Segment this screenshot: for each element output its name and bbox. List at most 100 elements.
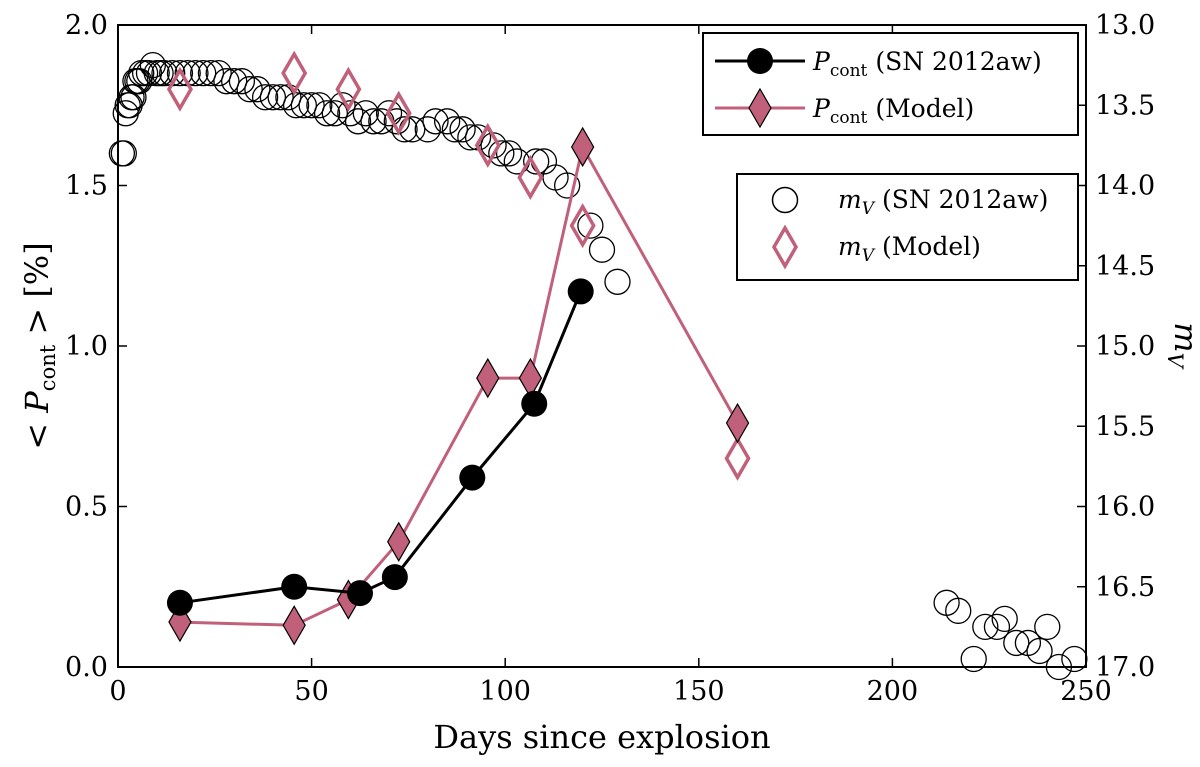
data-point: [495, 140, 523, 167]
y-right-tick-label: 16.0: [1095, 492, 1155, 523]
data-point: [205, 60, 232, 87]
data-point: [385, 90, 412, 136]
series-3: [166, 50, 751, 481]
x-tick-label: 50: [294, 676, 328, 707]
data-point: [221, 68, 248, 95]
data-point: [166, 66, 193, 112]
series-1: [168, 126, 750, 646]
data-point: [554, 172, 581, 199]
y-right-tick-label: 15.0: [1095, 331, 1155, 362]
data-point: [414, 116, 441, 143]
legend-sn-entry: Pcont (SN 2012aw): [812, 47, 1042, 81]
series-0: [166, 278, 594, 616]
data-point: [480, 132, 507, 159]
data-point: [306, 92, 333, 119]
data-point: [991, 605, 1018, 632]
data-point: [281, 573, 308, 600]
data-point: [213, 68, 240, 95]
legend-mv-sn-label: (SN 2012aw): [882, 185, 1048, 214]
y-axis-left-label: < Pcont > [%]: [18, 242, 60, 449]
data-point: [267, 84, 294, 111]
legend-mv-model-marker: [771, 224, 799, 270]
data-point: [972, 613, 999, 641]
data-point: [313, 100, 341, 127]
y-right-tick-label: 13.5: [1095, 90, 1155, 121]
data-point: [347, 580, 373, 607]
y-right-tick-label: 15.5: [1095, 411, 1155, 442]
data-point: [933, 589, 960, 616]
data-point: [244, 76, 271, 103]
data-point: [391, 116, 418, 143]
data-point: [135, 60, 163, 87]
data-point: [282, 605, 306, 646]
data-point: [488, 140, 515, 167]
data-point: [290, 92, 318, 119]
legend-model-entry: Pcont (Model): [812, 94, 974, 128]
legend-mv-model-entry: mV (Model): [838, 232, 981, 266]
data-point: [381, 564, 408, 591]
series-2: [108, 51, 1088, 681]
data-point: [190, 60, 217, 87]
legend-model-label: (Model): [875, 94, 974, 123]
data-point: [433, 108, 461, 135]
data-point: [542, 164, 569, 191]
data-point: [1026, 637, 1053, 665]
legend-mv-sn-marker: [771, 186, 799, 214]
x-tick-label: 200: [867, 676, 919, 707]
x-axis-label: Days since explosion: [433, 718, 770, 756]
y-right-tick-label: 16.5: [1095, 572, 1155, 603]
data-point: [166, 60, 194, 87]
data-point: [588, 236, 616, 263]
data-point: [474, 122, 501, 168]
legend-mv-model-label: (Model): [882, 232, 981, 261]
data-point: [1003, 629, 1030, 657]
data-point: [337, 100, 364, 127]
data-point: [360, 108, 387, 135]
data-point: [108, 140, 136, 167]
series-line: [179, 142, 739, 627]
data-point: [459, 464, 486, 491]
data-point: [983, 613, 1011, 641]
legend-mv-sn-entry: mV (SN 2012aw): [838, 185, 1048, 219]
data-point: [259, 84, 287, 111]
data-point: [569, 203, 596, 249]
y-right-tick-label: 17.0: [1095, 652, 1155, 683]
data-point: [570, 126, 595, 168]
legend-sn-label: (SN 2012aw): [875, 47, 1041, 76]
data-point: [960, 645, 987, 673]
legend-model-marker: [748, 87, 772, 129]
data-point: [604, 268, 631, 295]
data-point: [449, 116, 476, 143]
x-tick-label: 250: [1060, 676, 1112, 707]
data-point: [281, 50, 308, 96]
data-point: [228, 68, 256, 95]
data-point: [387, 521, 411, 563]
y-left-tick-label: 2.0: [65, 10, 108, 41]
data-point: [476, 357, 500, 399]
ticks-layer: 0 50 100 150 200 250 0.0 0.5 1.0 1.5 2.0 13.0 13.5 14…: [65, 10, 1155, 707]
x-tick-label: 100: [479, 676, 531, 707]
data-point: [197, 60, 225, 87]
data-point: [422, 108, 449, 135]
data-point: [118, 84, 145, 111]
data-point: [120, 84, 147, 111]
y-left-tick-label: 0.5: [65, 492, 108, 523]
legend-magnitude: mV (SN 2012aw) mV (Model): [736, 173, 1079, 281]
legend-sn-marker: [747, 48, 773, 74]
series-line: [179, 290, 583, 605]
data-point: [375, 100, 403, 127]
data-point: [724, 435, 751, 481]
y-right-tick-label: 13.0: [1095, 10, 1155, 41]
data-point: [523, 148, 550, 175]
y-axis-right-label: mV: [1163, 322, 1200, 369]
series-layer: [108, 50, 1088, 681]
data-point: [236, 76, 263, 103]
data-point: [1034, 613, 1061, 641]
data-point: [521, 390, 548, 417]
y-left-tick-label: 1.5: [65, 171, 108, 202]
data-point: [166, 589, 193, 616]
data-point: [282, 92, 310, 119]
data-point: [344, 108, 372, 135]
data-point: [441, 116, 469, 143]
